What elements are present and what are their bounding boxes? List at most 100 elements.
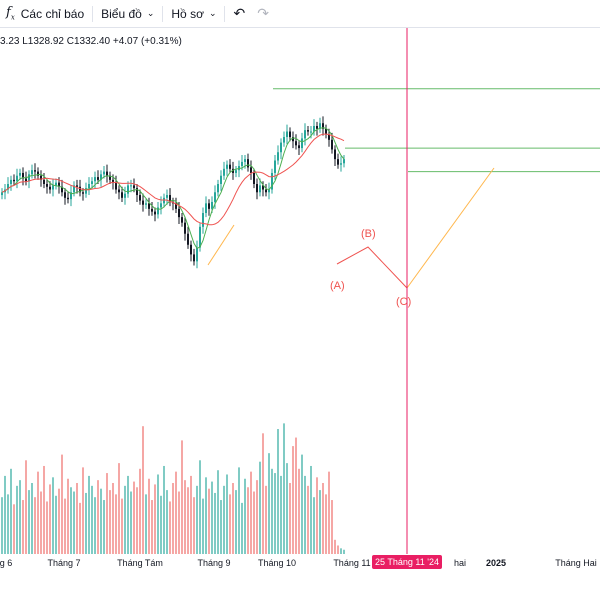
projection-up-line[interactable] — [406, 167, 495, 289]
undo-icon: ↶ — [233, 5, 246, 21]
volume-bar — [289, 483, 291, 554]
volume-bar — [280, 475, 282, 554]
candle-body — [157, 207, 159, 215]
volume-bar — [265, 485, 267, 554]
volume-bar — [1, 497, 3, 554]
toolbar-divider — [92, 5, 94, 22]
time-axis-label: hai — [454, 558, 466, 568]
volume-bar — [85, 492, 87, 554]
volume-bar — [115, 494, 117, 554]
candle-body — [79, 186, 81, 193]
volume-bar — [190, 475, 192, 554]
redo-button[interactable]: ↷ — [251, 0, 275, 28]
candle-body — [34, 170, 36, 172]
candle-body — [292, 137, 294, 142]
candle-body — [109, 175, 111, 180]
candle-body — [199, 226, 201, 248]
candle-body — [100, 174, 102, 180]
candle-body — [37, 171, 39, 176]
volume-bar — [172, 483, 174, 554]
time-axis-label: Tháng 10 — [258, 558, 296, 568]
candle-body — [214, 192, 216, 202]
volume-bar — [127, 475, 129, 554]
volume-bar — [40, 491, 42, 554]
volume-bar — [286, 463, 288, 554]
candle-body — [244, 159, 246, 162]
volume-bar — [322, 483, 324, 554]
volume-bar — [268, 453, 270, 554]
undo-button[interactable]: ↶ — [227, 0, 251, 28]
wave-label-a[interactable]: (A) — [330, 280, 345, 292]
candle-body — [259, 185, 261, 193]
candle-body — [328, 134, 330, 140]
volume-bar — [304, 475, 306, 554]
candle-body — [130, 185, 132, 187]
volume-bar — [184, 480, 186, 554]
profile-menu-button[interactable]: Hồ sơ ⌄ — [165, 0, 222, 28]
volume-bar — [160, 495, 162, 554]
volume-bar — [175, 471, 177, 554]
moving-average-fast — [1, 127, 345, 250]
chart-menu-button[interactable]: Biểu đồ ⌄ — [95, 0, 160, 28]
wave-label-c[interactable]: (C) — [396, 296, 411, 308]
candle-body — [298, 145, 300, 149]
volume-bar — [58, 488, 60, 554]
candle-body — [25, 178, 27, 182]
wave-path-abc[interactable] — [336, 246, 408, 289]
candle-body — [262, 185, 264, 190]
candle-body — [319, 123, 321, 129]
candle-body — [10, 179, 12, 184]
candle-body — [208, 203, 210, 209]
volume-bar — [103, 500, 105, 554]
time-axis-label: Tháng Tám — [117, 558, 163, 568]
volume-bar — [211, 481, 213, 554]
volume-bar — [154, 484, 156, 554]
volume-bar — [157, 474, 159, 554]
volume-bar — [340, 548, 342, 554]
candle-body — [91, 181, 93, 184]
volume-bar — [52, 477, 54, 554]
candle-body — [202, 213, 204, 227]
volume-bar — [43, 465, 45, 554]
volume-bar — [163, 465, 165, 554]
candle-body — [175, 203, 177, 209]
candle-body — [289, 131, 291, 138]
volume-bar — [250, 471, 252, 554]
candle-body — [325, 128, 327, 135]
indicators-button[interactable]: fx Các chỉ báo — [0, 0, 90, 28]
volume-bar — [34, 497, 36, 554]
candle-body — [190, 244, 192, 255]
candle-body — [229, 164, 231, 169]
candle-body — [31, 170, 33, 175]
time-axis-label: Tháng Hai — [555, 558, 597, 568]
volume-bar — [49, 484, 51, 554]
volume-bars — [1, 423, 345, 554]
wave-label-b[interactable]: (B) — [361, 228, 376, 240]
candle-body — [121, 192, 123, 198]
candle-body — [148, 203, 150, 209]
volume-bar — [151, 500, 153, 554]
ohlc-readout: 3.23 L1328.92 C1332.40 +4.07 (+0.31%) — [0, 36, 182, 47]
volume-bar — [61, 454, 63, 554]
volume-bar — [181, 440, 183, 554]
candle-body — [181, 217, 183, 223]
volume-bar — [97, 480, 99, 554]
candle-body — [316, 126, 318, 129]
volume-bar — [328, 471, 330, 554]
volume-bar — [253, 491, 255, 554]
volume-bar — [229, 494, 231, 554]
candle-body — [160, 203, 162, 208]
price-chart[interactable]: (B) (A) (C) g 6 Tháng 7 Tháng Tám Tháng 9 Th… — [0, 28, 600, 600]
volume-bar — [202, 498, 204, 554]
volume-bar — [133, 481, 135, 554]
candle-body — [232, 168, 234, 173]
wave-projection[interactable] — [207, 167, 495, 289]
candle-body — [46, 184, 48, 187]
volume-bar — [205, 477, 207, 554]
projection-line-early[interactable] — [207, 224, 235, 266]
candle-body — [85, 188, 87, 194]
candle-body — [169, 195, 171, 202]
candle-body — [283, 137, 285, 143]
time-axis[interactable]: g 6 Tháng 7 Tháng Tám Tháng 9 Tháng 10 Tháng … — [0, 558, 597, 568]
volume-bar — [106, 473, 108, 554]
